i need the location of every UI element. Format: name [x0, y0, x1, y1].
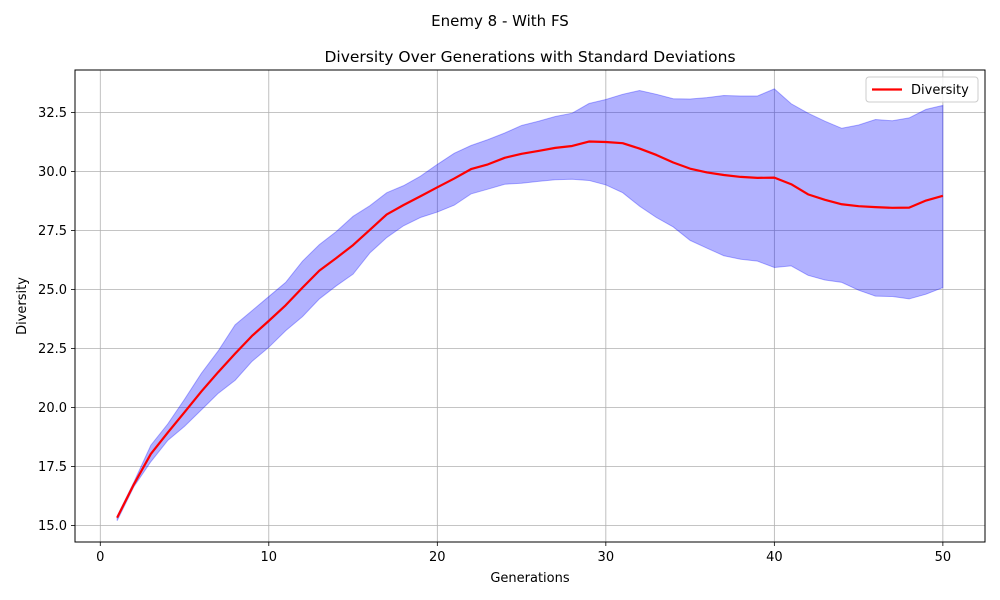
figure-suptitle: Enemy 8 - With FS — [431, 12, 569, 30]
y-axis-label: Diversity — [15, 277, 30, 335]
y-axis-ticks: 15.0 17.5 20.0 22.5 25.0 27.5 30.0 32.5 — [38, 106, 75, 534]
x-tick-label: 40 — [766, 550, 783, 565]
y-tick-label: 15.0 — [38, 519, 67, 534]
grid — [75, 70, 985, 542]
y-tick-label: 25.0 — [38, 283, 67, 298]
diversity-line — [116, 140, 944, 519]
x-tick-label: 50 — [935, 550, 952, 565]
legend-box — [865, 76, 979, 103]
std-deviation-band — [116, 88, 944, 521]
x-axis-label: Generations — [490, 571, 570, 586]
y-tick-label: 30.0 — [38, 165, 67, 180]
x-tick-label: 0 — [96, 550, 104, 565]
axes-frame — [74, 69, 986, 543]
y-tick-label: 27.5 — [38, 224, 67, 239]
x-tick-label: 20 — [429, 550, 446, 565]
y-tick-label: 20.0 — [38, 401, 67, 416]
x-tick-label: 30 — [598, 550, 615, 565]
y-tick-label: 17.5 — [38, 460, 67, 475]
x-tick-label: 10 — [261, 550, 278, 565]
chart-title: Diversity Over Generations with Standard… — [324, 48, 735, 66]
y-tick-label: 32.5 — [38, 106, 67, 121]
legend: Diversity — [865, 76, 979, 103]
legend-label-diversity: Diversity — [911, 83, 969, 98]
x-axis-ticks: 0 10 20 30 40 50 — [96, 542, 951, 565]
y-tick-label: 22.5 — [38, 342, 67, 357]
